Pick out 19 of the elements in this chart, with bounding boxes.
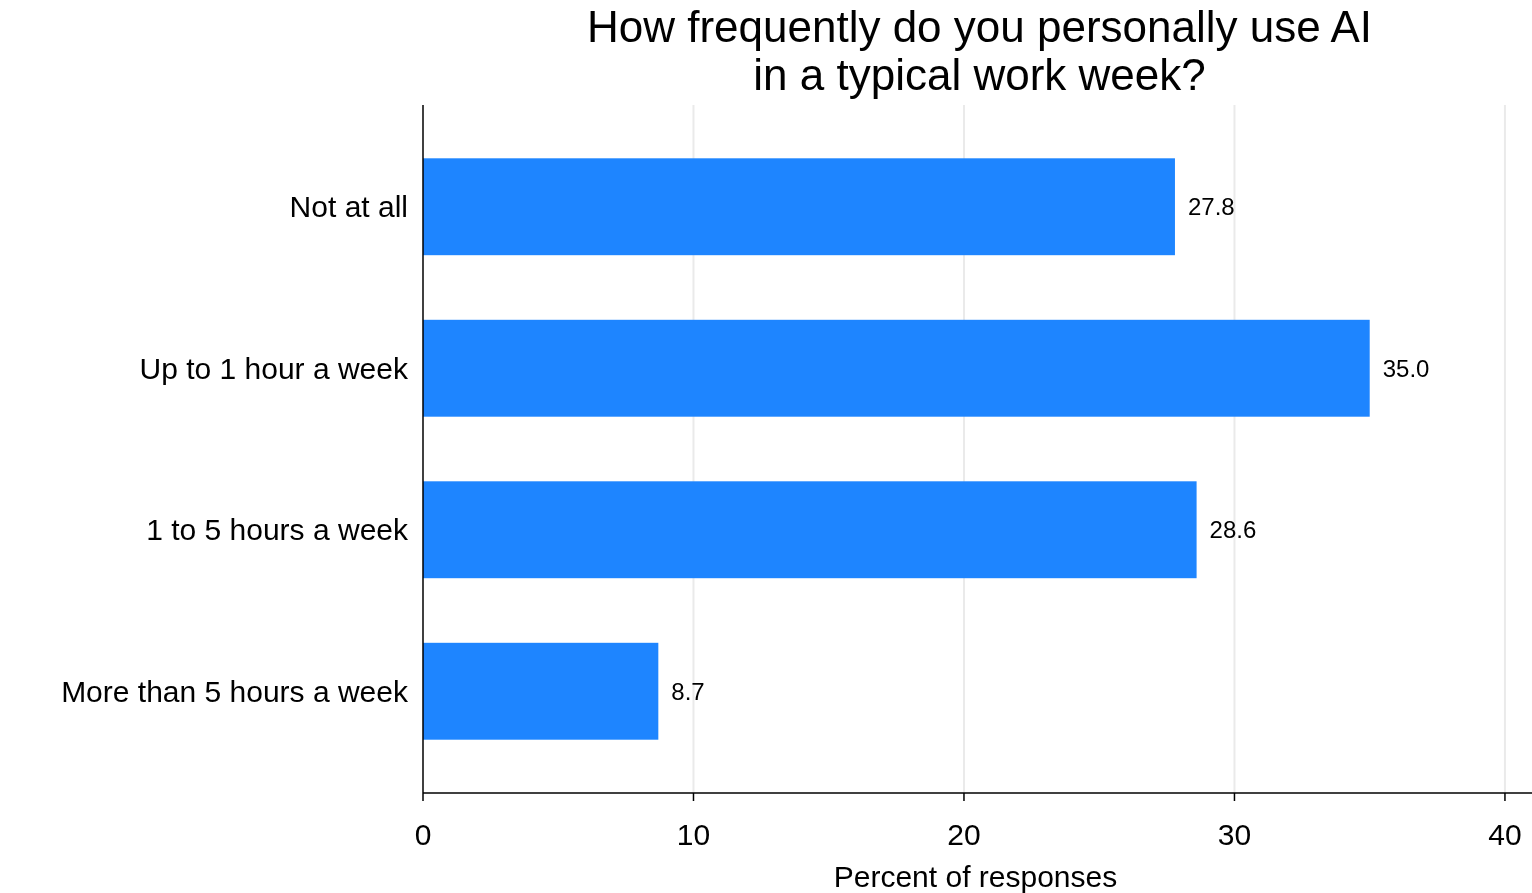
data-label: 28.6 — [1209, 516, 1257, 544]
x-tick-label: 30 — [1217, 818, 1252, 851]
data-label: 35.0 — [1382, 354, 1430, 382]
y-tick-label: Not at all — [289, 190, 408, 224]
y-tick-label: More than 5 hours a week — [61, 674, 409, 708]
bar — [423, 319, 1370, 417]
x-axis-title: Percent of responses — [833, 860, 1118, 893]
bar — [423, 481, 1197, 579]
data-label: 8.7 — [671, 677, 705, 705]
bar — [423, 642, 659, 740]
y-tick-label: Up to 1 hour a week — [139, 351, 409, 385]
bar — [423, 158, 1175, 256]
data-label: 27.8 — [1187, 193, 1235, 221]
x-tick-label: 40 — [1488, 818, 1522, 851]
x-tick-label: 20 — [947, 818, 981, 851]
y-tick-label: 1 to 5 hours a week — [146, 513, 409, 547]
x-tick-label: 0 — [414, 818, 432, 851]
chart-title: How frequently do you personally use AI in a typical work week? — [586, 2, 1373, 99]
x-tick-label: 10 — [676, 818, 711, 851]
